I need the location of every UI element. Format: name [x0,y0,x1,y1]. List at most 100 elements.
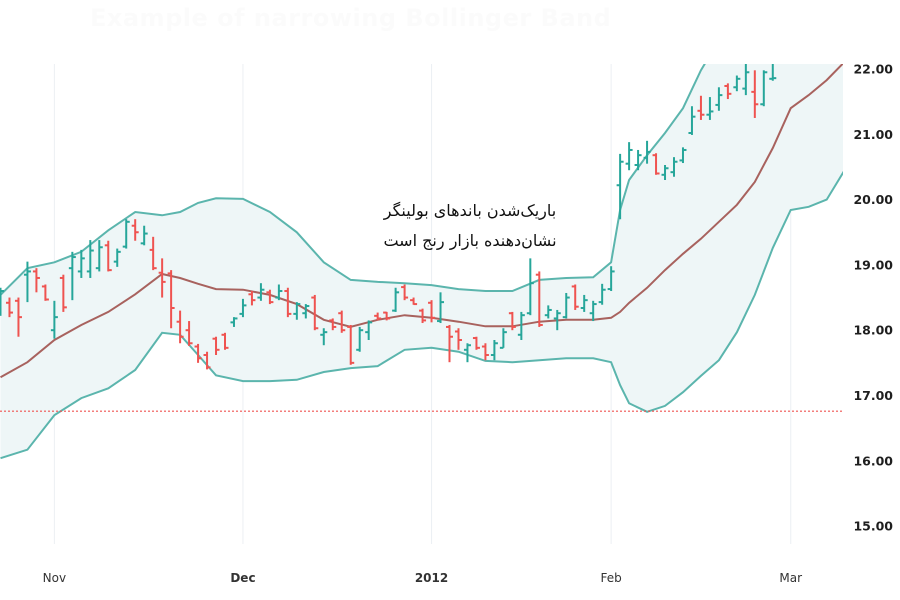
y-tick-label: 16.00 [853,453,893,468]
up-ohlc-bar [715,87,723,111]
lower-band-line [0,170,843,460]
down-ohlc-bar [131,219,139,241]
down-ohlc-bar [14,297,22,337]
down-ohlc-bar [751,70,759,118]
up-ohlc-bar [68,251,76,301]
down-ohlc-bar [194,343,202,363]
up-ohlc-bar [365,320,373,340]
down-ohlc-bar [481,343,489,361]
up-ohlc-bar [437,292,445,324]
down-ohlc-bar [158,258,166,298]
up-ohlc-bar [526,258,534,316]
down-ohlc-bar [167,270,175,329]
up-ohlc-bar [679,147,687,164]
up-ohlc-bar [661,164,669,181]
up-ohlc-bar [95,240,103,272]
down-ohlc-bar [266,289,274,305]
chart-annotation: باریک‌شدن باندهای بولینگر نشان‌دهنده باز… [340,196,600,256]
up-ohlc-bar [356,326,364,352]
down-ohlc-bar [401,284,409,301]
up-ohlc-bar [77,249,85,278]
up-ohlc-bar [769,64,777,81]
y-tick-label: 15.00 [853,519,893,534]
down-ohlc-bar [410,297,418,306]
up-ohlc-bar [706,97,714,120]
up-ohlc-bar [688,106,696,135]
up-ohlc-bar [392,287,400,312]
up-ohlc-bar [562,292,570,319]
down-ohlc-bar [374,312,382,321]
down-ohlc-bar [329,318,337,331]
down-ohlc-bar [454,328,462,350]
annotation-line-1: باریک‌شدن باندهای بولینگر [383,201,557,220]
down-ohlc-bar [347,324,355,365]
down-ohlc-bar [338,310,346,333]
up-ohlc-bar [616,153,624,220]
x-tick-label: Dec [230,571,255,585]
down-ohlc-bar [428,300,436,323]
down-ohlc-bar [383,311,391,321]
price-bars [0,64,777,370]
down-ohlc-bar [724,83,732,100]
down-ohlc-bar [41,284,49,301]
chart-title: Example of narrowing Bollinger Band [90,4,612,32]
up-ohlc-bar [122,219,130,249]
up-ohlc-bar [553,309,561,331]
up-ohlc-bar [320,328,328,346]
up-ohlc-bar [760,70,768,107]
annotation-line-2: نشان‌دهنده بازار رنج است [383,231,557,250]
plot-area [0,64,843,460]
down-ohlc-bar [419,308,427,324]
up-ohlc-bar [670,157,678,177]
down-ohlc-bar [5,297,13,318]
up-ohlc-bar [463,343,471,363]
down-ohlc-bar [221,332,229,350]
x-tick-label: Mar [779,571,802,585]
middle-band-line [0,64,843,379]
up-ohlc-bar [293,302,301,320]
up-ohlc-bar [625,142,633,171]
up-ohlc-bar [230,317,238,327]
up-ohlc-bar [517,311,525,340]
y-tick-label: 19.00 [853,257,893,272]
y-tick-label: 22.00 [853,62,893,77]
up-ohlc-bar [733,75,741,92]
y-tick-label: 21.00 [853,127,893,142]
down-ohlc-bar [571,284,579,310]
up-ohlc-bar [490,339,498,361]
up-ohlc-bar [239,298,247,318]
up-ohlc-bar [0,287,4,316]
down-ohlc-bar [472,336,480,350]
up-ohlc-bar [589,300,597,322]
y-axis: 22.00 21.00 20.00 19.00 18.00 17.00 16.00 15.00 [853,62,893,534]
up-ohlc-bar [86,240,94,278]
up-ohlc-bar [113,248,121,267]
up-ohlc-bar [257,283,265,301]
down-ohlc-bar [311,294,319,331]
down-ohlc-bar [697,95,705,120]
up-ohlc-bar [742,64,750,96]
down-ohlc-bar [652,153,660,175]
down-ohlc-bar [446,324,453,363]
bollinger-bands [0,64,843,460]
up-ohlc-bar [634,149,642,171]
down-ohlc-bar [248,291,256,306]
up-ohlc-bar [140,225,148,246]
down-ohlc-bar [212,336,220,356]
down-ohlc-bar [32,268,40,293]
up-ohlc-bar [275,284,283,301]
y-tick-label: 20.00 [853,192,893,207]
down-ohlc-bar [104,240,112,272]
up-ohlc-bar [643,140,651,164]
band-fill [0,64,843,459]
y-tick-label: 17.00 [853,388,893,403]
up-ohlc-bar [23,261,31,303]
up-ohlc-bar [598,283,606,305]
up-ohlc-bar [499,328,507,349]
up-ohlc-bar [50,300,58,339]
upper-band-line [0,64,706,296]
down-ohlc-bar [149,236,157,271]
x-axis: Nov Dec 2012 Feb Mar [43,571,802,585]
down-ohlc-bar [535,271,543,327]
